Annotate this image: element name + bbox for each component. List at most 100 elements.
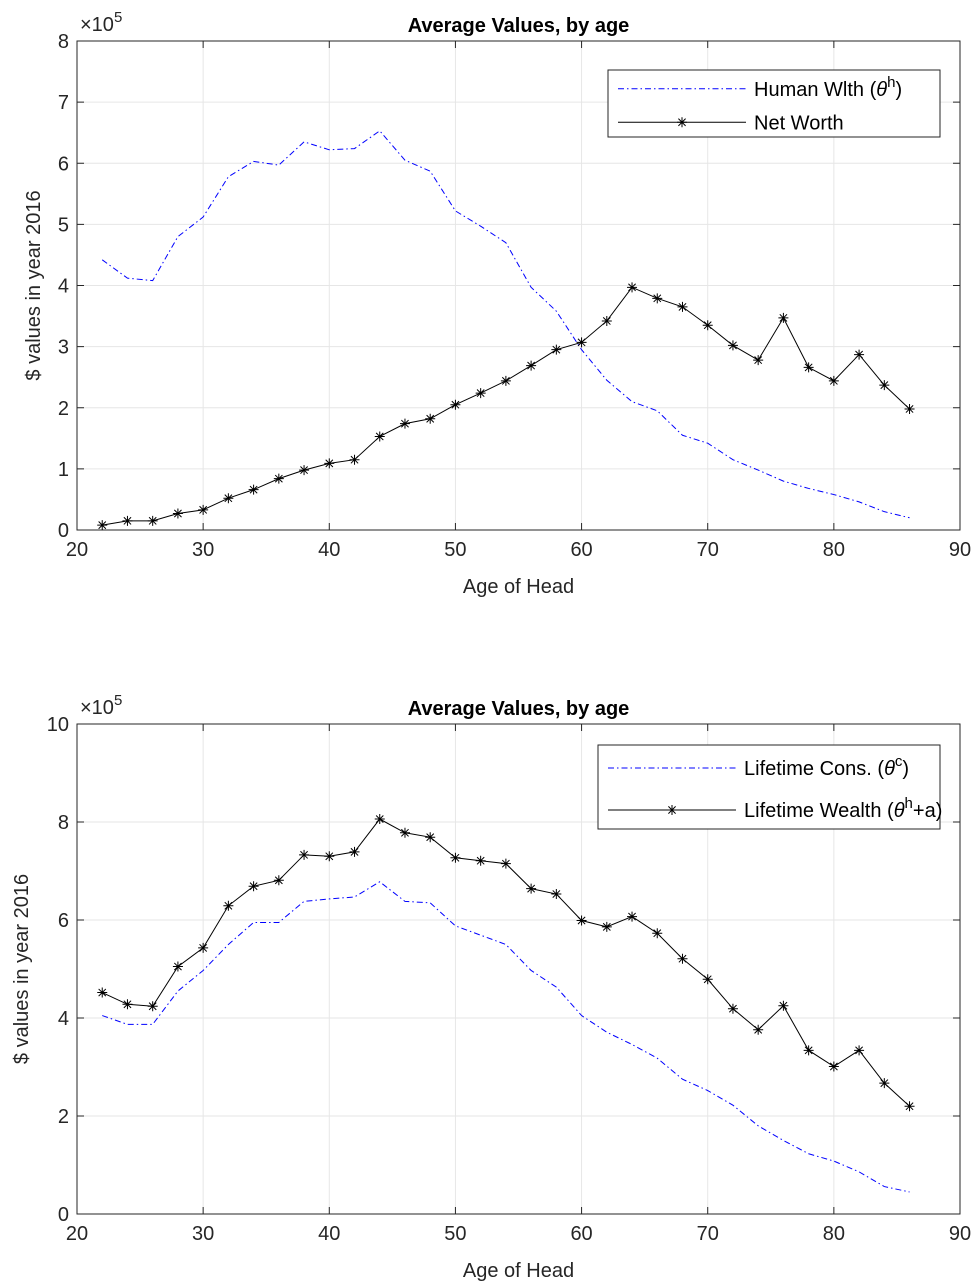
data-point-marker	[248, 881, 259, 892]
y-tick-label: 10	[47, 714, 69, 736]
legend-text-symbol: θ	[894, 800, 905, 822]
legend-text-main: Lifetime Cons. (	[744, 758, 884, 780]
data-point-marker	[551, 889, 562, 900]
x-tick-label: 90	[949, 1223, 971, 1245]
x-tick-label: 30	[192, 539, 214, 561]
chart-panel-2: 20 30 40 50 60 70 80 90 0 2 4 6 8 10 ×105 Average Value…	[11, 692, 971, 1282]
data-point-marker	[500, 858, 511, 869]
y-axis-label: $ values in year 2016	[23, 190, 45, 380]
legend-text-main: Lifetime Wealth (	[744, 800, 894, 822]
data-point-marker	[601, 315, 612, 326]
data-point-marker	[450, 399, 461, 410]
data-point-marker	[425, 832, 436, 843]
y-exponent-base: ×10	[80, 14, 114, 36]
data-point-marker	[425, 413, 436, 424]
data-point-marker	[399, 418, 410, 429]
series-line	[102, 881, 910, 1193]
data-point-marker	[879, 1078, 890, 1089]
y-tick-label: 4	[58, 276, 69, 298]
data-point-marker	[374, 431, 385, 442]
x-tick-label: 20	[66, 539, 88, 561]
data-point-marker	[627, 911, 638, 922]
data-point-marker	[475, 855, 486, 866]
legend-entry-label: Lifetime Cons. (θc)	[744, 753, 909, 780]
data-point-marker	[904, 403, 915, 414]
data-point-marker	[702, 974, 713, 985]
data-point-marker	[172, 508, 183, 519]
y-tick-label: 3	[58, 337, 69, 359]
x-tick-label: 60	[570, 539, 592, 561]
data-point-marker	[576, 915, 587, 926]
data-point-marker	[450, 852, 461, 863]
data-point-marker	[97, 520, 108, 531]
data-point-marker	[172, 961, 183, 972]
data-point-marker	[273, 875, 284, 886]
data-point-marker	[147, 515, 158, 526]
legend-box	[597, 744, 941, 830]
data-point-marker	[223, 900, 234, 911]
data-point-marker	[753, 355, 764, 366]
x-tick-label: 50	[444, 539, 466, 561]
y-tick-label: 0	[58, 520, 69, 542]
data-point-marker	[627, 282, 638, 293]
x-tick-label: 70	[697, 539, 719, 561]
data-point-marker	[702, 320, 713, 331]
data-point-marker	[299, 849, 310, 860]
y-exponent-label: ×105	[80, 9, 122, 36]
legend-text-symbol: θ	[876, 79, 887, 101]
data-point-marker	[97, 987, 108, 998]
data-point-marker	[904, 1101, 915, 1112]
data-point-marker	[727, 340, 738, 351]
legend-text-main: Human Wlth (	[754, 79, 877, 101]
data-point-marker	[223, 493, 234, 504]
data-point-marker	[273, 473, 284, 484]
data-point-marker	[803, 1045, 814, 1056]
y-tick-label: 7	[58, 92, 69, 114]
data-point-marker	[652, 293, 663, 304]
x-tick-label: 50	[444, 1223, 466, 1245]
y-tick-label: 6	[58, 910, 69, 932]
legend-text-superscript: c	[895, 753, 903, 770]
legend-text-tail: +a)	[913, 800, 942, 822]
x-tick-label: 90	[949, 539, 971, 561]
data-point-marker	[198, 504, 209, 515]
legend-entry-label: Lifetime Wealth (θh+a)	[744, 795, 942, 822]
legend-text-superscript: h	[887, 74, 895, 91]
data-point-marker	[324, 458, 335, 469]
data-point-marker	[803, 362, 814, 373]
y-exponent-power: 5	[114, 692, 122, 709]
series-line	[101, 130, 910, 519]
y-axis-label: $ values in year 2016	[11, 874, 33, 1064]
x-tick-label: 30	[192, 1223, 214, 1245]
data-point-marker	[677, 301, 688, 312]
data-point-marker	[778, 312, 789, 323]
y-exponent-base: ×10	[80, 697, 114, 719]
data-point-marker	[778, 1000, 789, 1011]
y-exponent-power: 5	[114, 9, 122, 26]
legend-text-tail: )	[895, 79, 902, 101]
data-point-marker	[879, 380, 890, 391]
data-point-marker	[475, 388, 486, 399]
series-2	[97, 814, 915, 1112]
data-point-marker	[122, 999, 133, 1010]
data-point-marker	[601, 921, 612, 932]
x-tick-label: 40	[318, 539, 340, 561]
legend-text-main: Net Worth	[754, 112, 844, 134]
data-point-marker	[854, 349, 865, 360]
data-point-marker	[652, 928, 663, 939]
data-point-marker	[677, 953, 688, 964]
x-tick-label: 60	[570, 1223, 592, 1245]
y-tick-label: 8	[58, 31, 69, 53]
data-point-marker	[248, 484, 259, 495]
data-point-marker	[399, 827, 410, 838]
legend-text-tail: )	[902, 758, 909, 780]
data-point-marker	[727, 1003, 738, 1014]
legend-marker-sample	[667, 805, 677, 815]
chart-title: Average Values, by age	[408, 698, 630, 720]
data-point-marker	[198, 942, 209, 953]
y-tick-label: 2	[58, 398, 69, 420]
y-tick-label: 2	[58, 1106, 69, 1128]
x-tick-label: 20	[66, 1223, 88, 1245]
